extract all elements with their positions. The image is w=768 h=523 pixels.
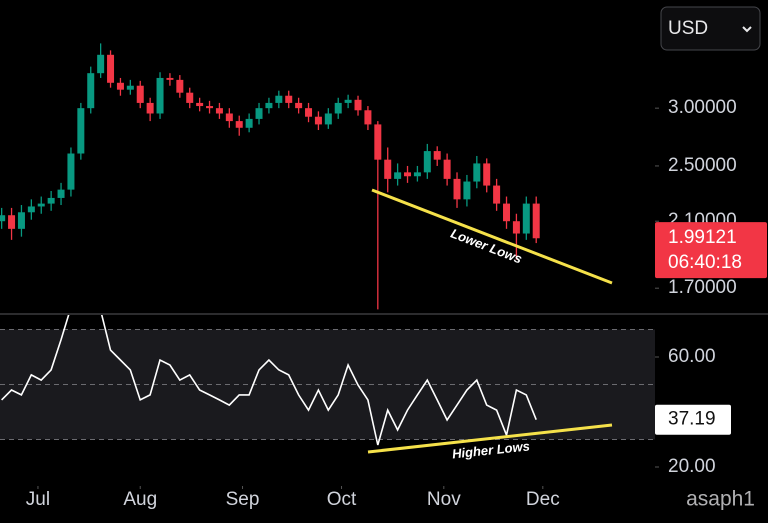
y-tick-label: 20.00 [668,456,716,477]
candle-body [67,153,75,190]
countdown: 06:40:18 [668,252,742,273]
candle-body [512,221,520,234]
candle-body [87,73,95,109]
candle-body [344,99,352,103]
x-tick-label: Aug [123,489,157,510]
candle-body [176,79,184,93]
trendline [371,188,613,285]
candle-body [453,178,461,200]
candle-body [334,102,342,114]
last-value: 37.19 [668,409,716,430]
candle-body [463,181,471,200]
candle-body [314,116,322,125]
candle-body [493,185,501,204]
last-price-label: 1.99121 06:40:18 [655,222,767,279]
candle-body [116,82,124,90]
candle-body [265,102,273,109]
candle-body [126,85,134,90]
candle-body [275,95,283,103]
last-value-box [655,404,731,435]
candle-body [136,85,144,103]
y-tick-label: 3.00000 [668,97,737,118]
candle-body [364,110,372,125]
candle-body [423,151,431,173]
select-label[interactable]: USD [668,18,708,39]
candle-body [27,206,35,213]
chevron[interactable] [742,26,752,33]
rsi-line [1,315,537,446]
candle-body [324,113,332,125]
candle-body [404,172,412,177]
candle-body [374,124,382,160]
candle-body [433,151,441,160]
candle-body [206,106,214,109]
y-tick-label: 1.70000 [668,277,737,298]
rsi-pane [0,315,655,446]
candle-body [156,77,164,114]
candle-body [255,108,263,119]
x-tick-label: Nov [427,489,461,510]
candle-body [295,102,303,109]
candle-body [37,203,45,207]
candle-body [235,121,243,128]
candle-body [97,54,105,74]
candle-body [245,118,253,128]
candle-body [285,95,293,103]
x-tick-label: Sep [226,489,260,510]
watermark: asaph1 [686,488,755,511]
candle-body [8,215,16,229]
last-price: 1.99121 [668,227,737,248]
candle-body [166,77,174,80]
x-tick-label: Oct [327,489,357,510]
candle-body [413,172,421,177]
candle-body [394,172,402,179]
candle-body [57,189,65,198]
x-tick-label: Dec [526,489,560,510]
candle-body [354,99,362,111]
last-value-label: 37.19 [655,404,731,435]
candle-body [384,159,392,179]
price-pane [0,43,540,310]
candle-body [503,203,511,222]
last-price-box [655,222,767,279]
candle-body [0,215,6,222]
y-tick-label: 2.50000 [668,155,737,176]
candle-body [186,92,194,103]
x-tick-label: Jul [26,489,50,510]
y-tick-label: 60.00 [668,346,716,367]
candle-body [483,163,491,186]
candle-body [473,163,481,182]
candle-body [77,108,85,154]
candle-body [522,203,530,234]
trendline [367,423,613,454]
candle-body [17,212,25,229]
currency-select[interactable]: USD [660,6,761,51]
candle-body [443,159,451,179]
candle-body [146,102,154,114]
candle-body [225,113,233,122]
select-box[interactable] [660,6,761,51]
candle-body [305,108,313,117]
candle-body [532,203,540,239]
candle-body [196,102,204,107]
candle-body [107,54,115,83]
candle-body [47,197,55,204]
candle-body [215,108,223,114]
